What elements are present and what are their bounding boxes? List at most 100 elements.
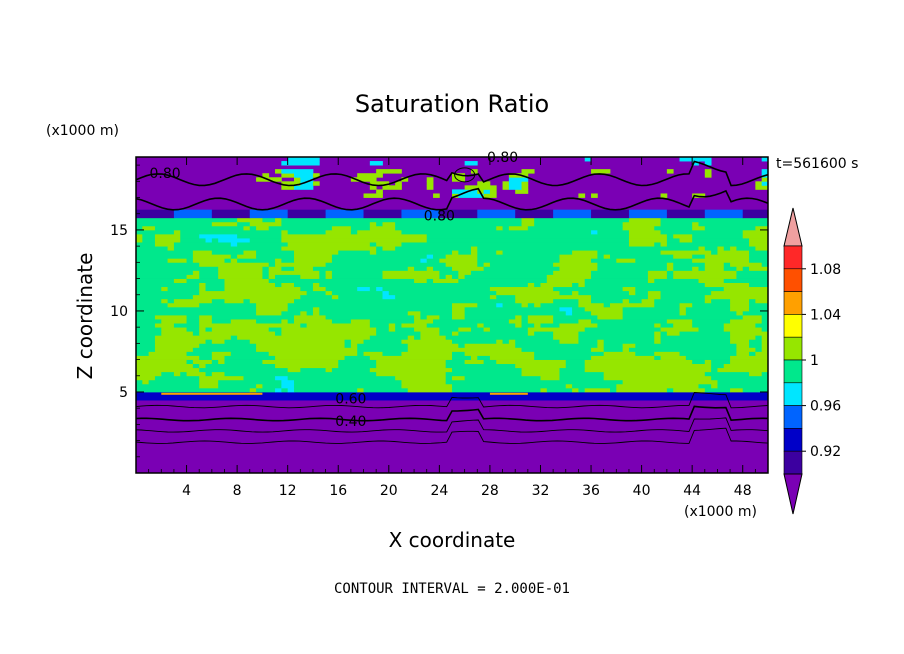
- field-cell: [755, 335, 763, 340]
- field-cell: [211, 209, 251, 215]
- field-cell: [534, 323, 541, 328]
- field-cell: [761, 347, 769, 352]
- field-cell: [591, 229, 598, 235]
- field-cell: [237, 335, 371, 340]
- field-cell: [660, 294, 706, 300]
- field-cell: [275, 262, 326, 267]
- field-cell: [704, 294, 769, 300]
- field-cell: [452, 383, 567, 389]
- field-cell: [173, 246, 282, 251]
- field-cell: [628, 290, 636, 296]
- field-cell: [294, 298, 516, 304]
- field-cell: [666, 262, 674, 267]
- field-cell: [433, 278, 459, 283]
- field-cell: [218, 274, 263, 279]
- field-cell: [635, 343, 737, 348]
- field-cell: [489, 327, 529, 332]
- field-cell: [477, 302, 497, 308]
- field-cell: [704, 262, 725, 267]
- field-cell: [407, 335, 415, 340]
- field-cell: [692, 221, 699, 227]
- field-cell: [256, 383, 263, 389]
- field-cell: [515, 213, 554, 219]
- field-cell: [477, 250, 497, 255]
- field-cell: [154, 335, 232, 340]
- field-cell: [692, 254, 706, 259]
- field-cell: [275, 375, 289, 381]
- field-cell: [761, 335, 769, 340]
- field-cell: [173, 242, 232, 247]
- field-cell: [717, 246, 725, 251]
- field-cell: [281, 173, 295, 178]
- field-cell: [287, 319, 295, 324]
- field-cell: [167, 298, 175, 304]
- field-cell: [186, 258, 194, 263]
- field-cell: [736, 274, 769, 279]
- field-cell: [761, 177, 769, 182]
- field-cell: [281, 169, 314, 174]
- field-cell: [148, 379, 200, 385]
- contour-interval-note: CONTOUR INTERVAL = 2.000E-01: [334, 581, 570, 597]
- field-cell: [761, 181, 769, 186]
- field-cell: [161, 392, 263, 395]
- field-cell: [483, 193, 497, 198]
- field-cell: [553, 331, 579, 336]
- contour-label: 0.80: [149, 166, 180, 182]
- field-cell: [597, 229, 630, 235]
- field-cell: [660, 339, 731, 344]
- field-cell: [711, 298, 731, 304]
- field-cell: [376, 189, 383, 194]
- field-cell: [458, 274, 466, 279]
- field-cell: [363, 351, 383, 356]
- contour-line: [135, 160, 769, 187]
- contour-line: [135, 187, 769, 211]
- field-cell: [287, 306, 314, 312]
- field-cell: [192, 250, 213, 255]
- field-cell: [243, 298, 251, 304]
- field-cell: [464, 375, 541, 381]
- field-cell: [761, 343, 769, 348]
- field-cell: [515, 315, 522, 320]
- field-cell: [192, 254, 232, 259]
- field-cell: [249, 209, 289, 215]
- field-cell: [559, 258, 592, 263]
- field-cell: [294, 266, 314, 271]
- field-cell: [578, 193, 586, 198]
- field-cell: [654, 339, 661, 344]
- field-cell: [654, 331, 661, 336]
- field-cell: [597, 323, 655, 328]
- field-cell: [199, 331, 276, 336]
- field-cell: [698, 383, 712, 389]
- field-cell: [382, 274, 440, 279]
- field-cell: [761, 169, 769, 174]
- field-cell: [704, 173, 712, 178]
- field-cell: [376, 246, 383, 251]
- field-cell: [338, 363, 377, 369]
- field-cell: [635, 258, 693, 263]
- field-cell: [281, 185, 295, 190]
- time-label: t=561600 s: [776, 156, 858, 172]
- field-cell: [452, 189, 478, 194]
- field-cell: [275, 217, 282, 223]
- field-cell: [730, 359, 769, 365]
- field-cell: [312, 282, 320, 288]
- field-cell: [224, 371, 377, 377]
- field-cell: [660, 193, 668, 198]
- field-cell: [180, 238, 206, 243]
- field-cell: [300, 181, 314, 186]
- field-cell: [338, 250, 371, 255]
- field-cell: [211, 359, 219, 365]
- field-cell: [199, 233, 238, 239]
- field-cell: [414, 266, 428, 271]
- field-cell: [300, 274, 320, 279]
- field-cell: [294, 185, 314, 190]
- field-cell: [281, 387, 289, 393]
- field-cell: [458, 250, 472, 255]
- field-cell: [325, 262, 447, 267]
- field-cell: [256, 310, 282, 316]
- field-cell: [230, 254, 238, 259]
- field-cell: [749, 250, 769, 255]
- field-cell: [666, 266, 674, 271]
- field-cell: [281, 282, 295, 288]
- field-cell: [268, 327, 282, 332]
